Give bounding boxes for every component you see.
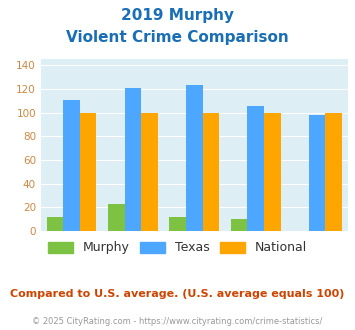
Bar — [203, 113, 219, 231]
Bar — [108, 204, 125, 231]
Bar — [80, 113, 97, 231]
Bar — [326, 113, 342, 231]
Legend: Murphy, Texas, National: Murphy, Texas, National — [43, 236, 312, 259]
Bar — [63, 100, 80, 231]
Bar — [231, 219, 247, 231]
Text: © 2025 CityRating.com - https://www.cityrating.com/crime-statistics/: © 2025 CityRating.com - https://www.city… — [32, 317, 323, 326]
Text: Violent Crime Comparison: Violent Crime Comparison — [66, 30, 289, 45]
Bar — [247, 106, 264, 231]
Bar — [141, 113, 158, 231]
Text: 2019 Murphy: 2019 Murphy — [121, 8, 234, 23]
Bar — [169, 217, 186, 231]
Bar — [47, 217, 63, 231]
Bar — [125, 88, 141, 231]
Text: Compared to U.S. average. (U.S. average equals 100): Compared to U.S. average. (U.S. average … — [10, 289, 345, 299]
Bar — [186, 85, 203, 231]
Bar — [309, 115, 326, 231]
Bar — [264, 113, 281, 231]
